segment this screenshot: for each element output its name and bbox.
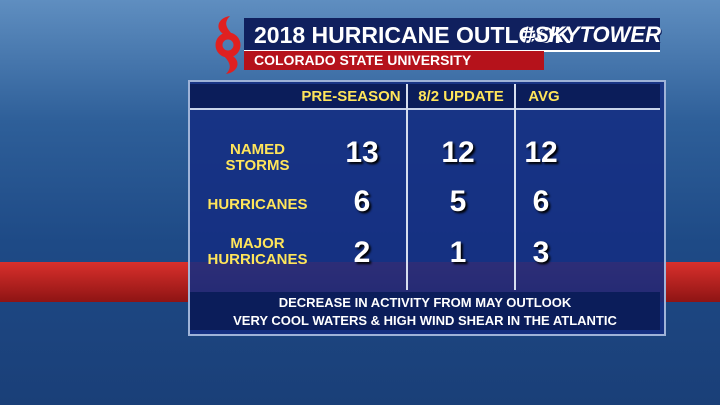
column-divider [514,84,516,290]
footer-line: DECREASE IN ACTIVITY FROM MAY OUTLOOK [278,295,572,310]
cell-value: 6 [353,185,371,218]
cell-value: 2 [353,236,371,269]
hurricane-logo [215,16,241,74]
row-label: MAJOR HURRICANES [207,235,308,268]
title: 2018 HURRICANE OUTLOOK [254,22,571,48]
column-header: 8/2 UPDATE [418,88,504,105]
cell-value: 13 [345,136,379,169]
cell-value: 6 [532,185,550,218]
subtitle-bar [244,51,544,70]
cell-value: 12 [441,136,475,169]
cell-value: 12 [524,136,558,169]
cell-value: 3 [532,236,550,269]
row-label: NAMED STORMS [225,141,290,174]
cell-value: 1 [449,236,467,269]
station-tag: #SKYTOWER [522,22,661,47]
row-label: HURRICANES [207,196,308,213]
column-header: AVG [528,88,560,105]
column-header: PRE-SEASON [301,88,401,105]
subtitle: COLORADO STATE UNIVERSITY [254,52,472,68]
footer-line: VERY COOL WATERS & HIGH WIND SHEAR IN TH… [233,313,617,328]
cell-value: 5 [449,185,467,218]
column-header-bar [190,84,660,110]
column-divider [406,84,408,290]
footer-bar [190,292,660,330]
